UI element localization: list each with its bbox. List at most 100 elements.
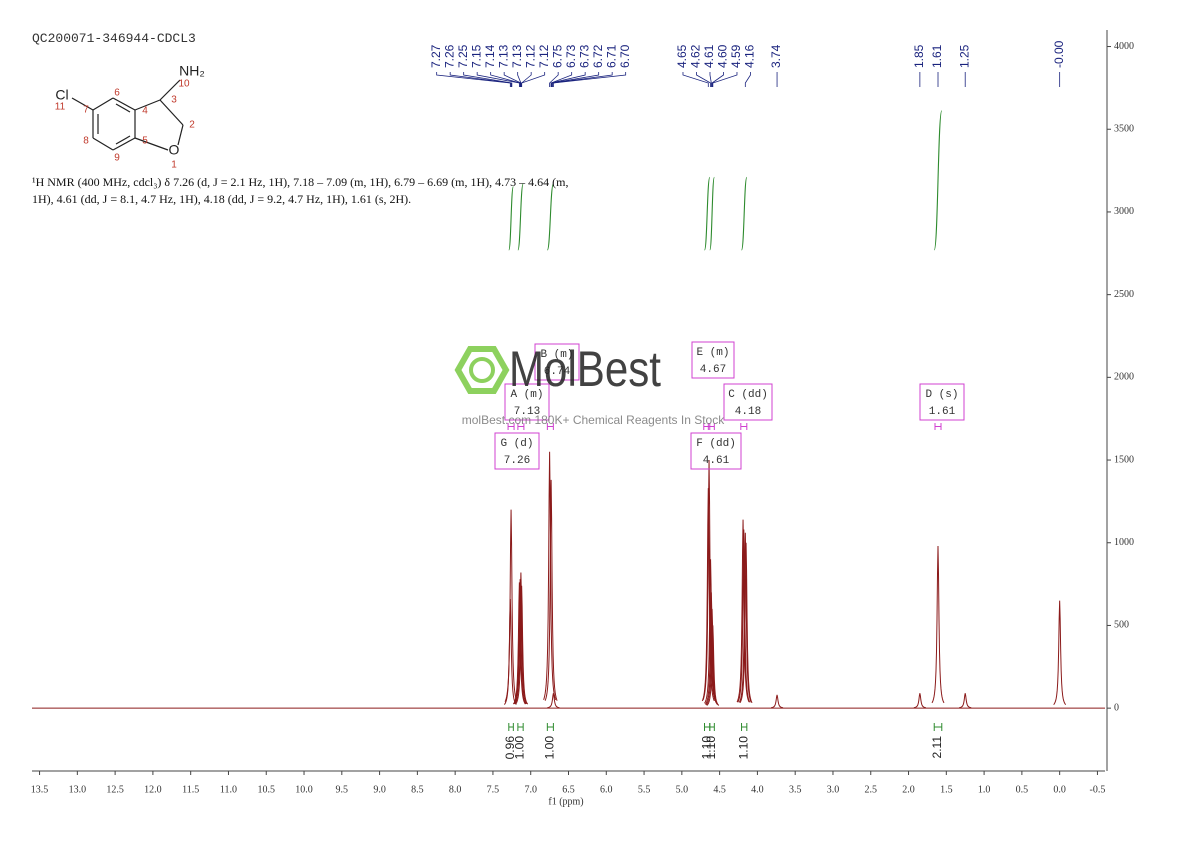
peak <box>706 625 720 706</box>
x-tick-label: 0.0 <box>1053 784 1066 795</box>
integral-bracket <box>933 723 943 731</box>
structure <box>71 79 184 151</box>
multiplet-shift: 4.18 <box>735 406 761 418</box>
multiplet-label: B (m) <box>540 349 573 361</box>
x-tick-label: 0.5 <box>1016 784 1029 795</box>
multiplet-label: G (d) <box>500 438 533 450</box>
multiplet-marker <box>740 423 748 430</box>
x-tick-label: 3.0 <box>827 784 840 795</box>
peak <box>959 693 972 709</box>
peak-leader <box>552 72 627 87</box>
multiplet-box <box>690 432 742 470</box>
bond <box>71 97 94 111</box>
peak <box>931 546 945 704</box>
bond <box>134 137 169 151</box>
peak <box>543 451 557 700</box>
x-tick-label: -0.5 <box>1090 784 1106 795</box>
x-tick-label: 12.5 <box>106 784 124 795</box>
bond <box>159 79 181 101</box>
x-tick-label: 1.5 <box>940 784 953 795</box>
x-tick-label: 12.0 <box>144 784 162 795</box>
peak-leader <box>517 72 522 87</box>
peak-label: 7.27 <box>429 44 443 68</box>
multiplet-marker <box>507 423 515 430</box>
y-tick-label: 3000 <box>1114 206 1134 217</box>
multiplet-label: D (s) <box>925 389 958 401</box>
integral-label: 1.10 <box>736 736 750 760</box>
nmr-description: ¹H NMR (400 MHz, cdcl₃) δ 7.26 (d, J = 2… <box>32 175 569 206</box>
peak-leader <box>463 72 513 87</box>
multiplet-shift: 4.67 <box>700 364 726 376</box>
y-tick-label: 3500 <box>1114 124 1134 135</box>
x-tick-label: 6.0 <box>600 784 613 795</box>
multiplet-label: E (m) <box>696 347 729 359</box>
peak-label: 4.65 <box>675 44 689 68</box>
integral-curve <box>933 110 943 251</box>
peak-label: 6.72 <box>591 44 605 68</box>
peak-leader <box>709 72 712 87</box>
peak-label: 6.70 <box>618 44 632 68</box>
peak-label: 4.62 <box>689 44 703 68</box>
bond <box>92 137 114 151</box>
integral-label: 1.10 <box>704 736 718 760</box>
peak-leader <box>449 72 512 87</box>
atom-number: 2 <box>189 120 195 131</box>
bond <box>134 99 161 111</box>
y-tick-label: 2500 <box>1114 289 1134 300</box>
x-tick-label: 9.5 <box>336 784 349 795</box>
atom-number: 9 <box>114 153 120 164</box>
bond <box>112 137 136 151</box>
integral-bracket <box>704 723 711 731</box>
multiplet-label: C (dd) <box>728 389 768 401</box>
peak <box>702 460 716 701</box>
x-tick-label: 8.0 <box>449 784 462 795</box>
multiplet-box <box>919 383 965 421</box>
x-axis-title: f1 (ppm) <box>548 796 583 807</box>
atom-number: 6 <box>114 88 120 99</box>
peak-label: 4.60 <box>716 44 730 68</box>
x-tick-label: 3.5 <box>789 784 802 795</box>
peak <box>739 542 753 703</box>
bond <box>159 99 184 126</box>
x-tick-label: 10.5 <box>257 784 275 795</box>
atom-number: 10 <box>178 79 190 90</box>
peak-leader <box>521 72 546 87</box>
x-tick-label: 4.5 <box>713 784 726 795</box>
peak-leader <box>550 72 573 87</box>
integral-curve <box>740 176 748 251</box>
integral-curve <box>703 176 711 251</box>
x-tick-label: 13.5 <box>31 784 49 795</box>
atom-label: Cl <box>55 87 68 103</box>
x-tick-label: 8.5 <box>411 784 424 795</box>
multiplet-shift: 6.74 <box>544 366 571 378</box>
peak <box>514 572 528 705</box>
multiplet-marker <box>934 423 942 430</box>
multiplet-box <box>691 341 735 379</box>
peak-leader <box>696 72 711 87</box>
bond <box>92 97 114 111</box>
x-tick-label: 9.0 <box>373 784 386 795</box>
peak-label: 6.73 <box>564 44 578 68</box>
peak <box>736 519 750 703</box>
peak <box>513 579 527 705</box>
peak-label: 3.74 <box>769 44 783 68</box>
peak-leader <box>711 72 724 87</box>
y-tick-label: 2000 <box>1114 372 1134 383</box>
peak-leader <box>476 72 520 87</box>
atom-label: NH₂ <box>179 63 205 79</box>
integral-curve <box>709 176 715 251</box>
peak-label: -0.00 <box>1052 40 1066 68</box>
multiplet-label: F (dd) <box>696 438 736 450</box>
peak-leader <box>552 72 613 87</box>
x-tick-label: 2.0 <box>902 784 915 795</box>
bond <box>115 103 131 113</box>
multiplet-shift: 7.26 <box>504 455 530 467</box>
peak <box>504 509 518 702</box>
integral-label: 1.10 <box>699 736 713 760</box>
peak <box>512 582 526 705</box>
atom-number: 5 <box>142 136 148 147</box>
multiplet-shift: 1.61 <box>929 406 956 418</box>
peak-leader <box>551 72 600 87</box>
y-tick-label: 1500 <box>1114 454 1134 465</box>
